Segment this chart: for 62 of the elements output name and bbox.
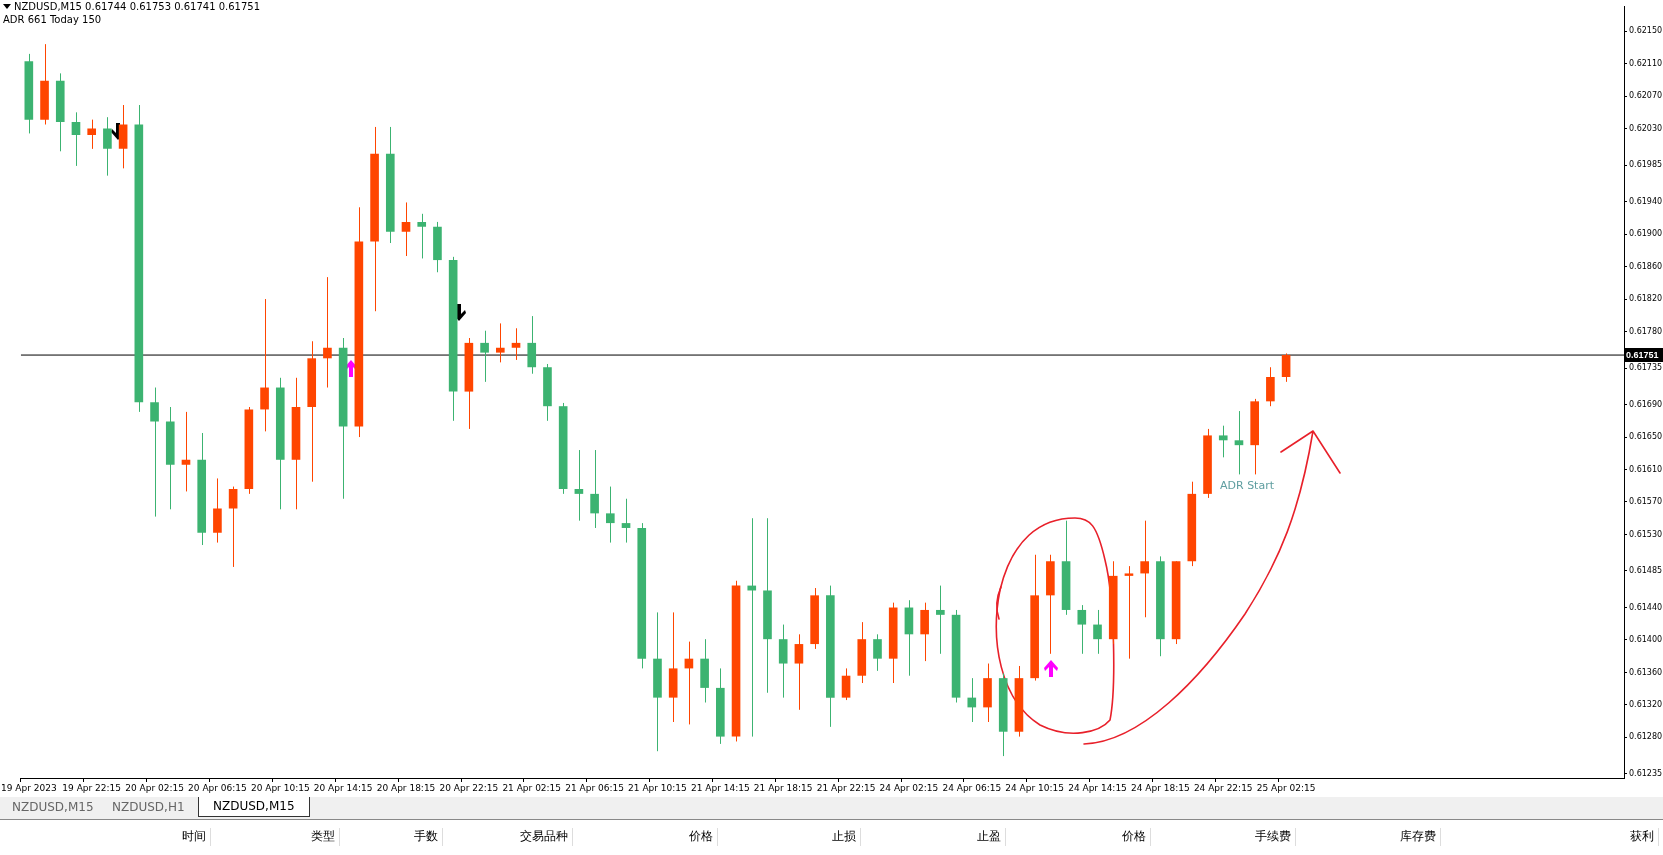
x-tick-label: 19 Apr 2023: [1, 782, 57, 793]
x-tick-label: 24 Apr 22:15: [1193, 782, 1253, 793]
y-tick-label: 0.61820: [1629, 294, 1663, 304]
x-tick-label: 21 Apr 06:15: [565, 782, 624, 793]
y-tick-label: 0.61400: [1629, 635, 1663, 645]
y-tick-label: 0.61280: [1629, 732, 1663, 742]
y-tick-label: 0.61440: [1629, 602, 1663, 612]
y-tick-label: 0.62150: [1629, 26, 1663, 36]
x-tick-label: 20 Apr 14:15: [313, 782, 373, 793]
y-tick-label: 0.61900: [1629, 229, 1663, 239]
text: NZDUSD,M15: [12, 800, 94, 814]
y-tick-label: 0.61610: [1629, 464, 1663, 474]
x-tick-label: 21 Apr 14:15: [690, 782, 750, 793]
y-tick-label: 0.61860: [1629, 261, 1663, 271]
text: 时间: [0, 828, 211, 846]
x-tick-label: 20 Apr 18:15: [376, 782, 436, 793]
x-tick-label: 21 Apr 18:15: [753, 782, 813, 793]
text: NZDUSD,H1: [112, 800, 185, 814]
y-tick-label: 0.61735: [1629, 363, 1663, 373]
text: 止损: [723, 828, 861, 846]
x-tick-label: 24 Apr 10:15: [1005, 782, 1064, 793]
y-tick-label: 0.61985: [1629, 160, 1663, 170]
x-tick-label: 19 Apr 22:15: [62, 782, 122, 793]
text: 类型: [216, 828, 340, 846]
x-tick-label: 25 Apr 02:15: [1256, 782, 1316, 793]
y-tick-label: 0.61485: [1629, 566, 1663, 576]
y-tick-label: 0.61650: [1629, 432, 1663, 442]
y-tick-label: 0.61530: [1629, 529, 1663, 539]
text: 止盈: [866, 828, 1006, 846]
text: 价格: [578, 828, 718, 846]
text: 库存费: [1301, 828, 1441, 846]
x-tick-label: 21 Apr 02:15: [502, 782, 562, 793]
text: 价格: [1011, 828, 1151, 846]
text: NZDUSD,M15: [198, 797, 310, 817]
y-tick-label: 0.61235: [1629, 769, 1663, 779]
y-tick-label: 0.61690: [1629, 399, 1663, 409]
x-tick-label: 20 Apr 06:15: [188, 782, 247, 793]
annotation: ADR Start: [1220, 479, 1275, 492]
x-tick-label: 20 Apr 22:15: [439, 782, 499, 793]
text: 手数: [345, 828, 443, 846]
y-tick-label: 0.62110: [1629, 58, 1663, 68]
y-tick-label: 0.61780: [1629, 326, 1663, 336]
x-tick-label: 21 Apr 10:15: [628, 782, 687, 793]
x-tick-label: 20 Apr 10:15: [250, 782, 310, 793]
ref-line-label: 0.61751: [1626, 349, 1659, 360]
y-tick-label: 0.61940: [1629, 196, 1663, 206]
text: 获利: [1446, 828, 1659, 846]
y-tick-label: 0.61320: [1629, 700, 1663, 710]
x-tick-label: 24 Apr 18:15: [1131, 782, 1190, 793]
x-tick-label: 24 Apr 02:15: [879, 782, 939, 793]
y-tick-label: 0.61360: [1629, 667, 1663, 677]
x-tick-label: 24 Apr 14:15: [1068, 782, 1127, 793]
annotation: NZDUSD,M15 0.61744 0.61753 0.61741 0.61751: [14, 1, 261, 12]
x-tick-label: 20 Apr 02:15: [125, 782, 184, 793]
text: 手续费: [1156, 828, 1296, 846]
x-tick-label: 21 Apr 22:15: [816, 782, 876, 793]
y-tick-label: 0.62070: [1629, 91, 1663, 101]
text: 交易品种: [448, 828, 573, 846]
annotation: ADR 661 Today 150: [3, 14, 102, 25]
y-tick-label: 0.62030: [1629, 123, 1663, 133]
y-tick-label: 0.61570: [1629, 497, 1663, 507]
x-tick-label: 24 Apr 06:15: [942, 782, 1002, 793]
